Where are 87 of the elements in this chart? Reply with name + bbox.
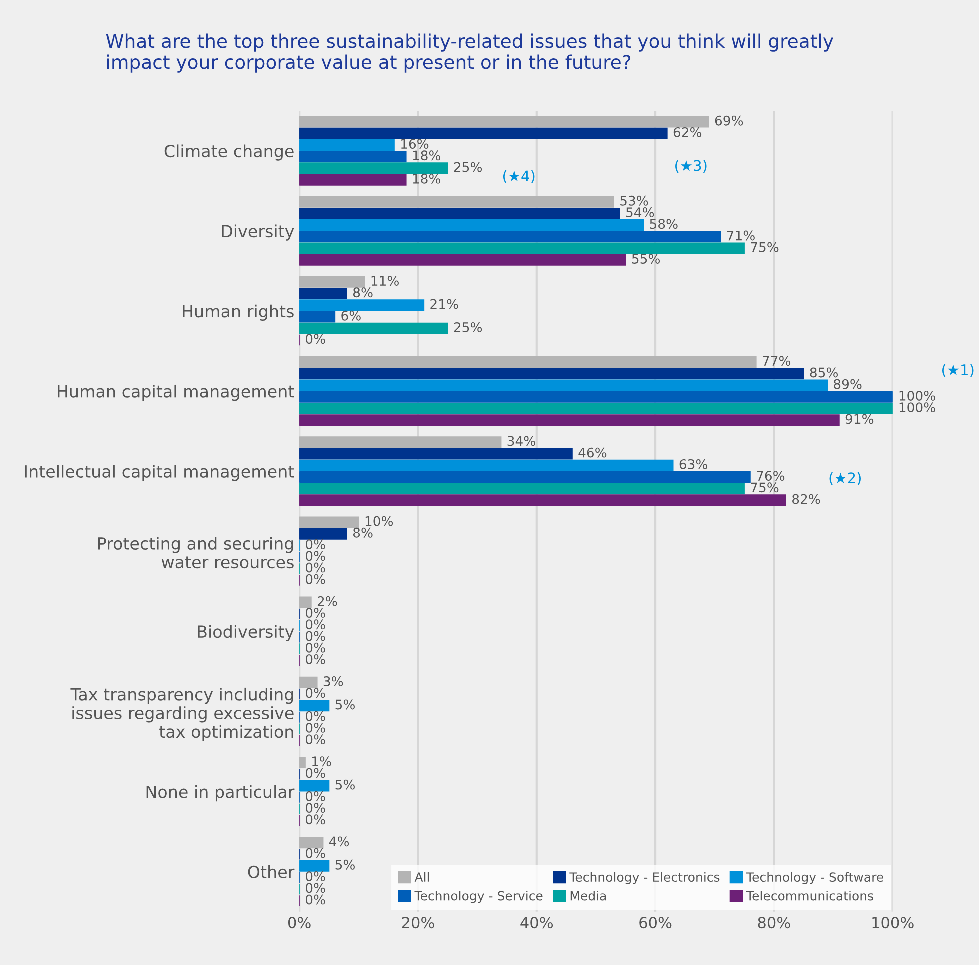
legend-label: Technology - Service: [414, 891, 543, 904]
data-label: 0%: [306, 722, 326, 733]
y-tick-label: Climate change: [164, 144, 294, 161]
data-label: 100%: [900, 402, 936, 413]
data-label: 0%: [306, 642, 326, 653]
y-tick-label: Intellectual capital management: [25, 465, 294, 482]
data-label: 0%: [306, 608, 326, 618]
data-label: 0%: [306, 574, 326, 584]
chart-title: What are the top three sustainability-related issues that you think will greatly impact your corporate value at present or in the future?: [106, 34, 834, 73]
data-label: 0%: [306, 711, 326, 722]
data-label: 58%: [650, 219, 678, 230]
data-label: 62%: [674, 127, 702, 138]
data-label: 6%: [342, 310, 361, 321]
data-label: 0%: [306, 620, 326, 630]
y-tick-label: None in particular: [146, 785, 295, 802]
data-label: 76%: [757, 471, 785, 482]
data-label: 21%: [430, 299, 458, 310]
data-label: 11%: [372, 276, 399, 286]
x-tick-label: 60%: [640, 917, 672, 929]
legend-label: Telecommunications: [746, 891, 874, 901]
data-label: 46%: [578, 448, 607, 458]
y-tick-label: Biodiversity: [198, 625, 294, 642]
data-label: 5%: [336, 780, 355, 790]
text: (★1): [942, 364, 974, 378]
data-label: 5%: [336, 700, 355, 710]
data-label: 0%: [306, 734, 326, 745]
y-tick-label: Protecting and securing water resources: [98, 537, 294, 569]
data-label: 0%: [306, 688, 326, 698]
data-label: 0%: [306, 872, 326, 882]
data-label: 8%: [353, 528, 373, 538]
legend-label: Technology - Software: [746, 872, 884, 884]
data-label: 18%: [413, 174, 441, 184]
y-tick-label: Human capital management: [58, 384, 294, 402]
data-label: 1%: [312, 756, 332, 767]
y-tick-label: Other: [248, 866, 295, 878]
data-label: 100%: [900, 390, 936, 401]
y-tick-label: Diversity: [222, 224, 294, 241]
x-tick-label: 40%: [520, 917, 554, 929]
data-label: 8%: [353, 288, 373, 298]
data-label: 85%: [810, 368, 838, 378]
data-label: 5%: [336, 860, 355, 870]
data-label: 82%: [792, 494, 820, 504]
data-label: 0%: [306, 654, 326, 664]
legend-label: All: [414, 872, 430, 882]
data-label: 75%: [751, 242, 779, 252]
data-label: 0%: [306, 334, 326, 344]
data-label: 10%: [366, 516, 394, 526]
data-label: 77%: [763, 356, 791, 366]
data-label: 53%: [620, 196, 648, 206]
data-label: 0%: [306, 848, 326, 858]
x-tick-label: 80%: [758, 917, 790, 929]
x-tick-label: 0%: [288, 917, 311, 929]
data-label: 91%: [846, 414, 874, 424]
data-label: 63%: [680, 459, 708, 470]
data-label: 0%: [306, 883, 326, 894]
data-label: 71%: [727, 230, 755, 241]
annotation: (★2): [830, 472, 861, 486]
data-label: 89%: [834, 379, 862, 390]
data-label: 0%: [306, 791, 326, 802]
data-label: 0%: [306, 803, 326, 814]
legend-label: Media: [570, 891, 606, 901]
x-tick-label: 20%: [402, 917, 434, 929]
data-label: 25%: [454, 162, 482, 172]
data-label: 18%: [413, 150, 441, 161]
data-label: 0%: [306, 562, 326, 573]
data-label: 75%: [751, 482, 779, 493]
x-tick-label: 100%: [872, 917, 914, 929]
annotation: (★3): [676, 160, 707, 173]
annotation: (★4): [503, 170, 535, 184]
data-label: 34%: [508, 436, 536, 446]
y-tick-label: Tax transparency including issues regarding excessive tax optimization: [70, 688, 294, 742]
data-label: 0%: [306, 551, 326, 562]
data-label: 2%: [318, 596, 338, 606]
legend-label: Technology - Electronics: [570, 872, 720, 884]
data-label: 25%: [454, 322, 482, 332]
data-label: 4%: [330, 836, 350, 847]
y-tick-label: Human rights: [183, 304, 294, 322]
data-label: 0%: [306, 768, 326, 778]
data-label: 16%: [402, 139, 429, 150]
data-label: 3%: [324, 676, 344, 686]
data-label: 0%: [306, 540, 326, 550]
data-label: 55%: [632, 254, 660, 264]
data-label: 0%: [306, 894, 326, 905]
data-label: 69%: [715, 116, 744, 126]
data-label: 54%: [626, 208, 654, 218]
data-label: 0%: [306, 631, 326, 642]
data-label: 0%: [306, 814, 326, 825]
